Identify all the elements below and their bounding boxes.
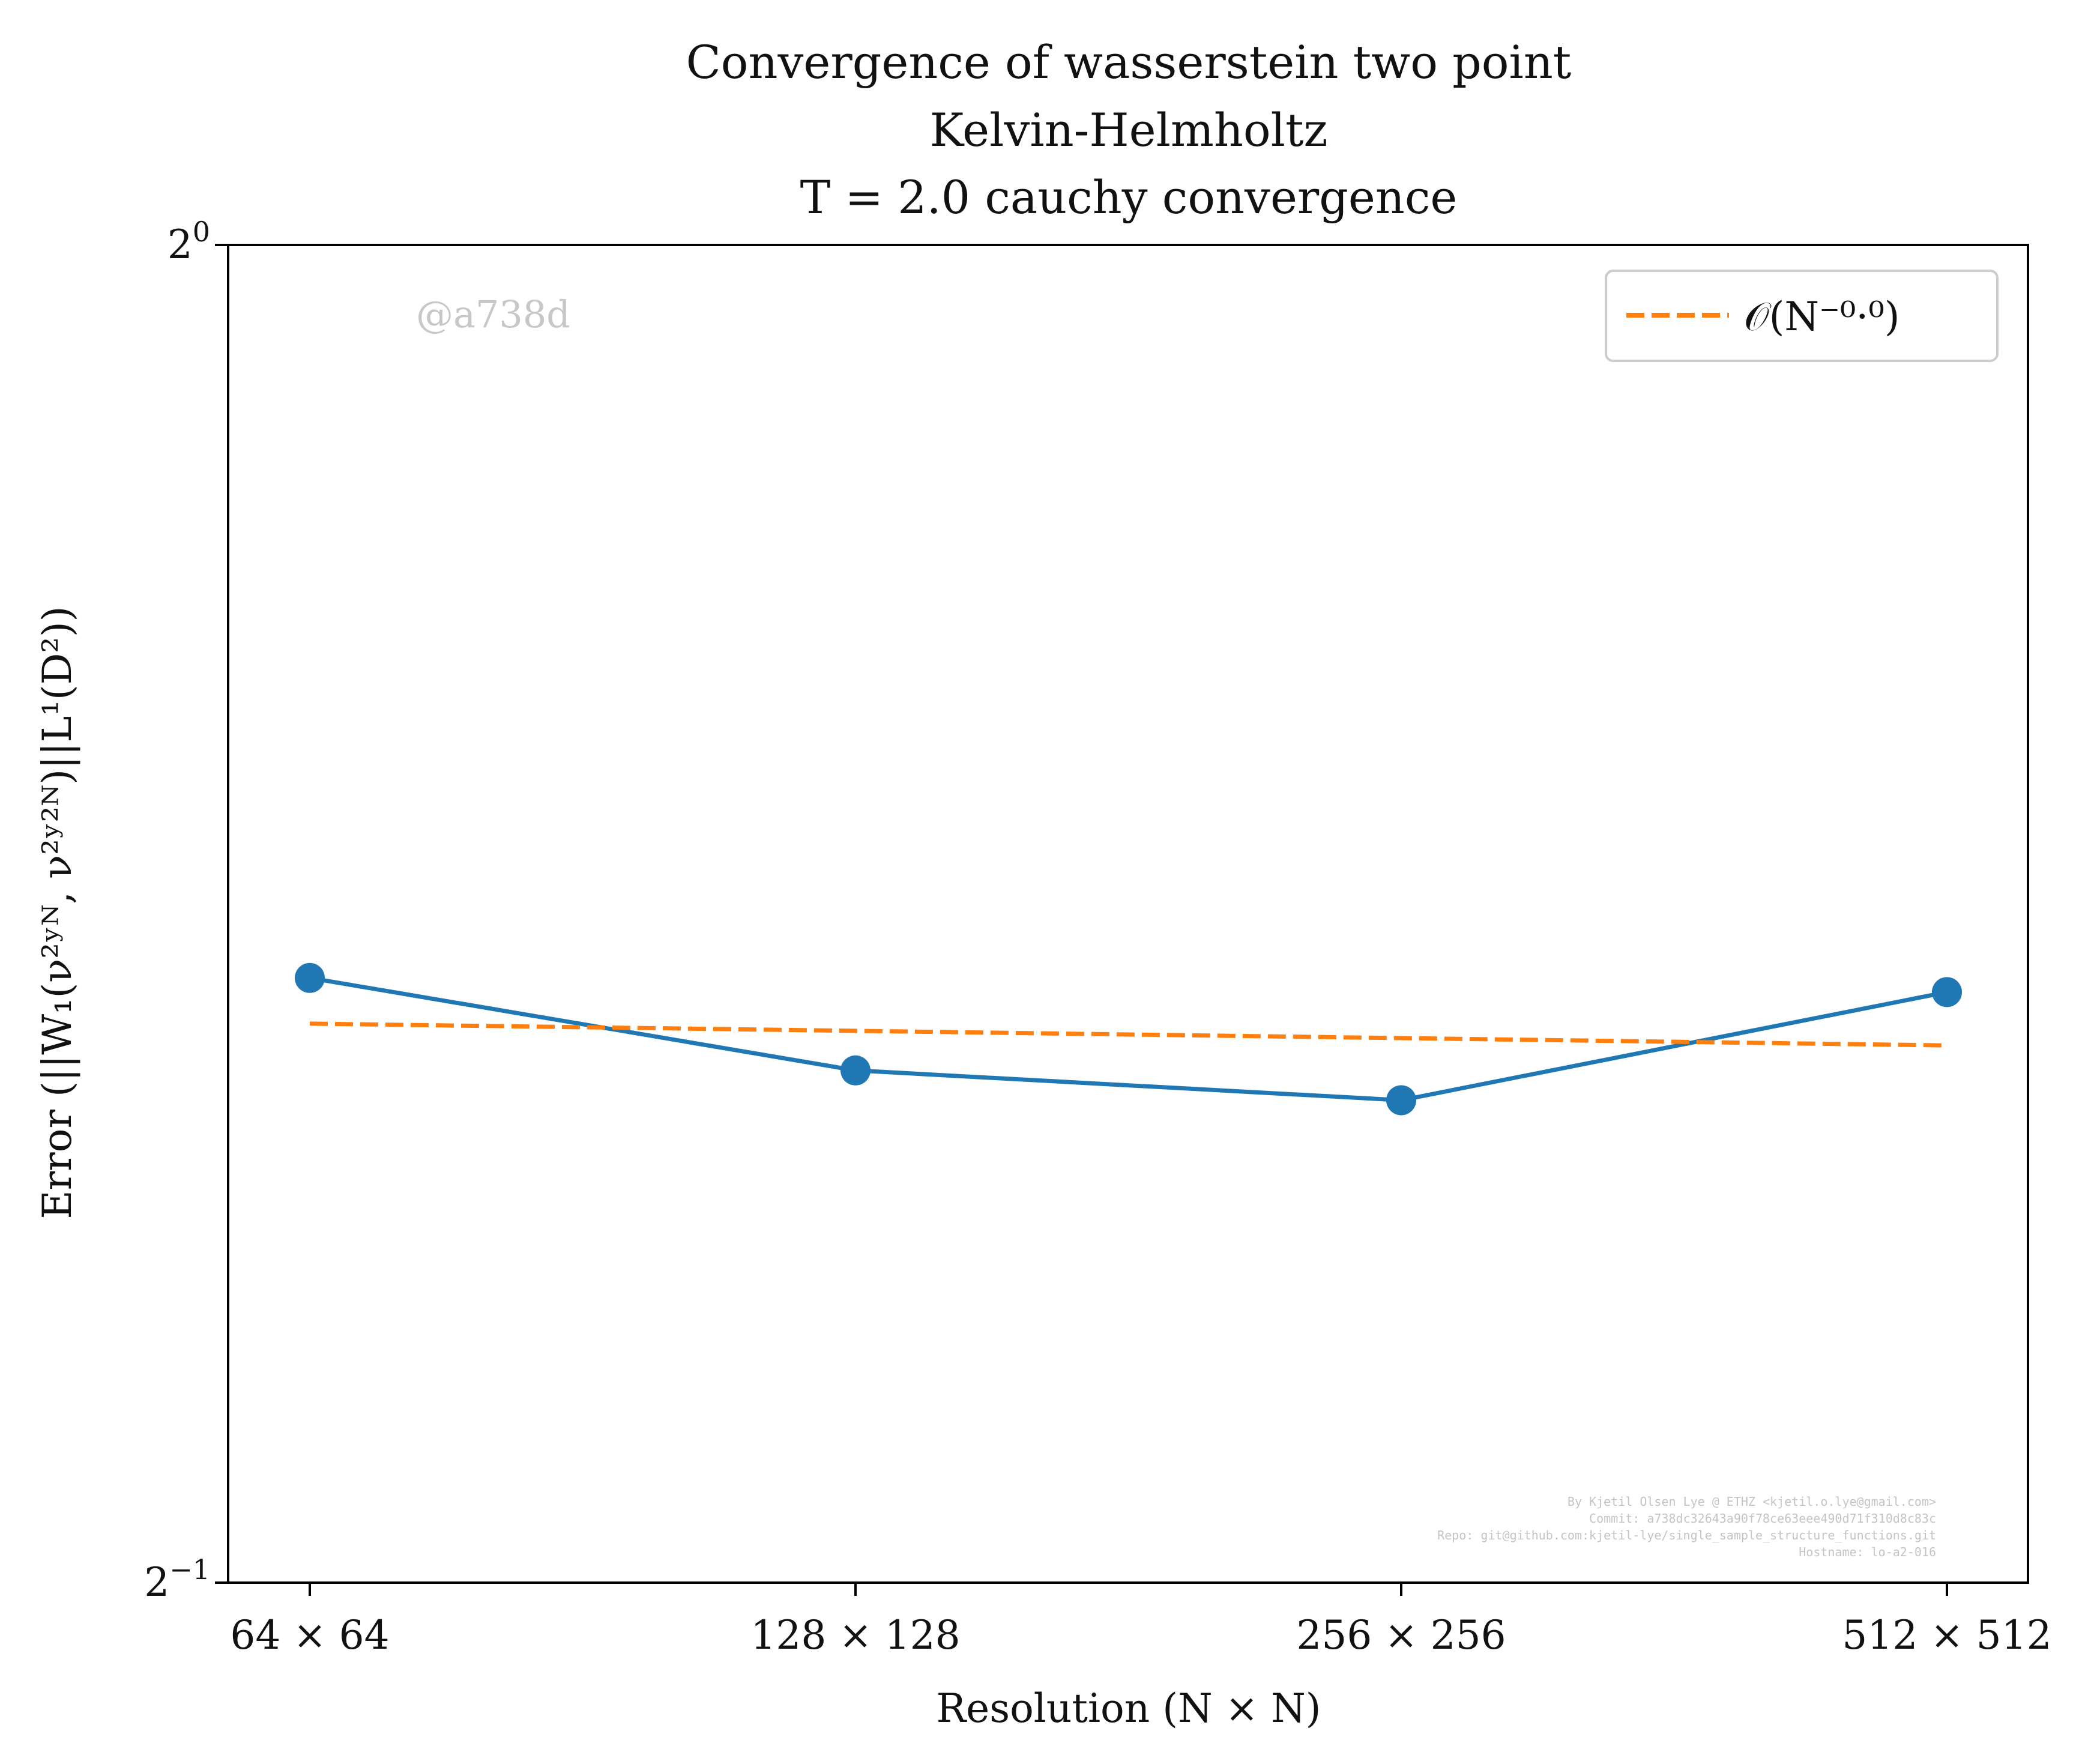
legend: 𝒪(N⁻⁰·⁰) — [1605, 270, 1999, 362]
x-tick-label: 64 × 64 — [230, 1612, 389, 1658]
x-tick-label: 256 × 256 — [1296, 1612, 1506, 1658]
y-tick-label: 20 — [167, 216, 210, 268]
x-axis-title: Resolution (N × N) — [936, 1685, 1321, 1732]
credits-block: By Kjetil Olsen Lye @ ETHZ <kjetil.o.lye… — [1437, 1494, 1936, 1559]
title-line-2: Kelvin-Helmholtz — [929, 103, 1327, 157]
series-1-point — [1932, 977, 1962, 1007]
series-layer — [295, 962, 1962, 1116]
x-tick-label: 512 × 512 — [1842, 1612, 2051, 1658]
series-1-point — [840, 1055, 871, 1086]
chart-title: Convergence of wasserstein two point Kel… — [686, 35, 1572, 224]
x-axis: 64 × 64 128 × 128 256 × 256 512 × 512 — [230, 1583, 2052, 1658]
y-axis-title: Error (||W₁(ν²ʸᴺ, ν²ʸ²ᴺ)||L¹(D²)) — [34, 606, 80, 1219]
series-line-2 — [309, 1021, 1948, 1048]
series-1-point — [1386, 1085, 1416, 1116]
series-line-1 — [309, 976, 1948, 1103]
credit-line: By Kjetil Olsen Lye @ ETHZ <kjetil.o.lye… — [1568, 1494, 1936, 1509]
legend-label: 𝒪(N⁻⁰·⁰) — [1744, 294, 1900, 340]
credit-line: Hostname: lo-a2-016 — [1799, 1545, 1936, 1559]
title-line-3: T = 2.0 cauchy convergence — [800, 171, 1458, 224]
y-tick-label: 2−1 — [144, 1553, 210, 1605]
plot-frame — [227, 244, 2029, 1584]
credit-line: Repo: git@github.com:kjetil-lye/single_s… — [1437, 1528, 1936, 1542]
title-line-1: Convergence of wasserstein two point — [686, 35, 1572, 89]
credit-line: Commit: a738dc32643a90f78ce63eee490d71f3… — [1589, 1511, 1936, 1526]
watermark-label: @a738d — [416, 292, 570, 336]
legend-box — [1605, 270, 1999, 362]
series-1-point — [295, 962, 325, 993]
y-axis: 20 2−1 — [144, 216, 228, 1605]
x-tick-label: 128 × 128 — [750, 1612, 960, 1658]
